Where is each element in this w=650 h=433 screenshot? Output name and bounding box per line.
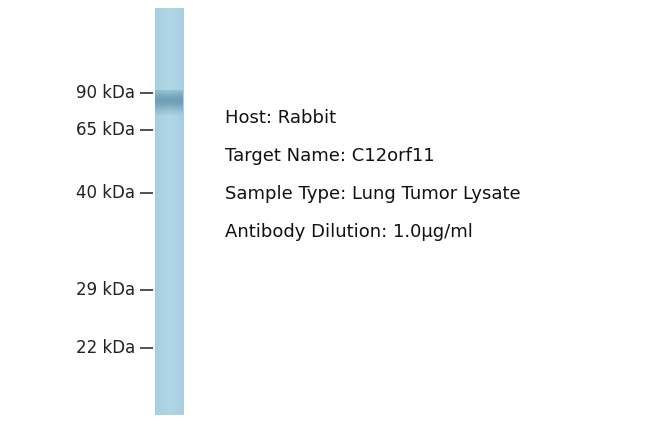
Bar — [169, 8, 170, 415]
Bar — [167, 8, 168, 415]
Bar — [159, 8, 160, 415]
Bar — [155, 8, 157, 415]
Bar — [155, 94, 183, 95]
Bar — [161, 8, 162, 415]
Bar — [155, 107, 183, 108]
Text: 29 kDa: 29 kDa — [76, 281, 135, 299]
Bar — [160, 8, 161, 415]
Bar — [179, 8, 180, 415]
Bar — [158, 8, 159, 415]
Bar — [155, 100, 183, 101]
Bar — [155, 92, 183, 93]
Bar — [155, 98, 183, 99]
Bar — [163, 8, 164, 415]
Bar — [155, 93, 183, 94]
Bar — [162, 8, 163, 415]
Bar — [177, 8, 179, 415]
Text: 40 kDa: 40 kDa — [76, 184, 135, 202]
Bar — [155, 108, 183, 109]
Bar — [155, 90, 183, 91]
Text: 90 kDa: 90 kDa — [76, 84, 135, 102]
Bar — [168, 8, 170, 415]
Bar — [178, 8, 179, 415]
Bar — [155, 99, 183, 100]
Bar — [171, 8, 172, 415]
Bar — [155, 112, 183, 113]
Bar — [155, 101, 183, 102]
Bar — [155, 95, 183, 96]
Bar — [168, 8, 169, 415]
Text: 65 kDa: 65 kDa — [76, 121, 135, 139]
Bar — [155, 96, 183, 97]
Text: Sample Type: Lung Tumor Lysate: Sample Type: Lung Tumor Lysate — [225, 185, 521, 203]
Bar — [157, 8, 158, 415]
Bar — [176, 8, 177, 415]
Bar — [155, 8, 156, 415]
Bar — [155, 111, 183, 112]
Text: Target Name: C12orf11: Target Name: C12orf11 — [225, 147, 435, 165]
Bar — [166, 8, 167, 415]
Bar — [155, 110, 183, 111]
Bar — [159, 8, 161, 415]
Bar — [164, 8, 165, 415]
Bar — [170, 8, 171, 415]
Bar — [163, 8, 164, 415]
Text: Antibody Dilution: 1.0µg/ml: Antibody Dilution: 1.0µg/ml — [225, 223, 473, 241]
Bar — [165, 8, 166, 415]
Bar — [155, 103, 183, 104]
Bar — [181, 8, 183, 415]
Bar — [167, 8, 168, 415]
Bar — [171, 8, 172, 415]
Bar — [174, 8, 175, 415]
Bar — [156, 8, 157, 415]
Bar — [155, 102, 183, 103]
Bar — [174, 8, 175, 415]
Bar — [173, 8, 174, 415]
Bar — [180, 8, 181, 415]
Bar — [182, 8, 183, 415]
Bar — [181, 8, 182, 415]
Bar — [175, 8, 176, 415]
Bar — [176, 8, 177, 415]
Bar — [155, 106, 183, 107]
Text: 22 kDa: 22 kDa — [76, 339, 135, 357]
Bar — [164, 8, 166, 415]
Bar — [175, 8, 176, 415]
Bar — [177, 8, 178, 415]
Bar — [155, 114, 183, 115]
Bar — [155, 105, 183, 106]
Bar — [155, 113, 183, 114]
Text: Host: Rabbit: Host: Rabbit — [225, 109, 336, 127]
Bar — [155, 109, 183, 110]
Bar — [172, 8, 174, 415]
Bar — [172, 8, 173, 415]
Bar — [157, 8, 159, 415]
Bar — [161, 8, 162, 415]
Bar — [155, 104, 183, 105]
Bar — [155, 97, 183, 98]
Bar — [155, 91, 183, 92]
Bar — [179, 8, 181, 415]
